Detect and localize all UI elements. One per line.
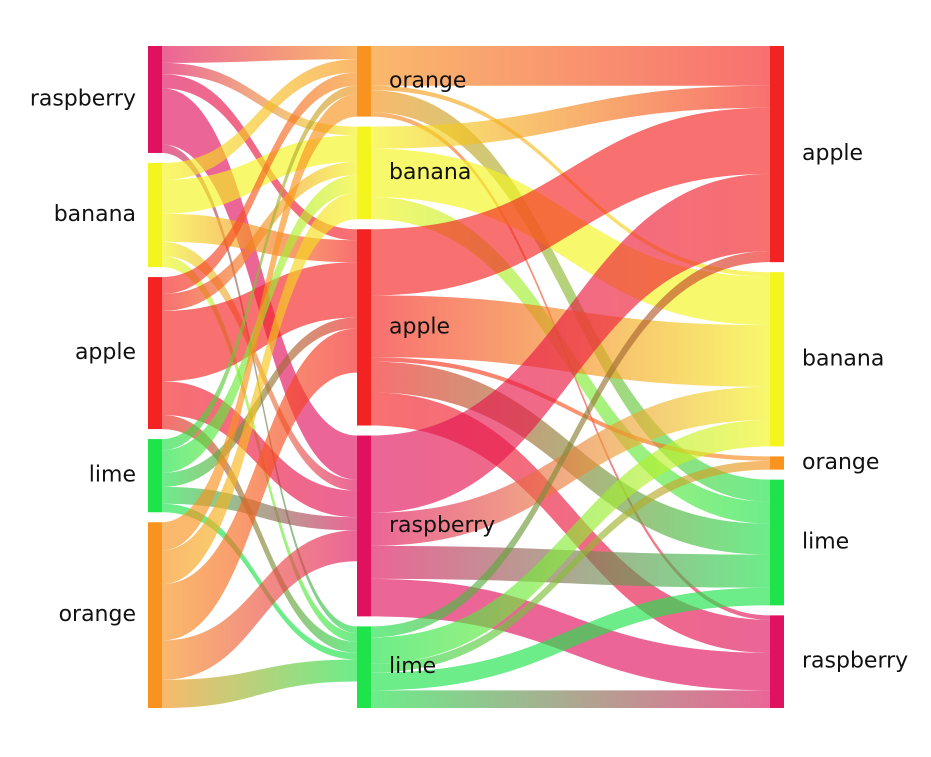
- flow-apple-to-banana: [162, 161, 357, 311]
- label-right-orange: orange: [802, 450, 879, 475]
- node-right-raspberry: [770, 615, 784, 708]
- flow-lime-to-orange: [371, 460, 770, 673]
- flow-apple-to-orange: [371, 357, 770, 461]
- label-left-lime: lime: [89, 463, 136, 488]
- flow-banana-to-orange: [162, 59, 357, 180]
- sankey-labels: raspberry banana apple lime orange orange bana…: [30, 68, 908, 679]
- node-middle-apple: [357, 229, 371, 426]
- flow-raspberry-to-banana: [371, 386, 770, 546]
- flow-lime-to-apple: [162, 317, 357, 487]
- flow-apple-to-raspberry: [162, 381, 357, 518]
- flow-apple-to-apple: [371, 107, 770, 296]
- flow-orange-to-lime: [162, 659, 357, 708]
- flow-raspberry-to-banana: [162, 62, 357, 136]
- flow-lime-to-lime: [162, 503, 357, 660]
- flow-banana-to-raspberry: [162, 241, 357, 491]
- node-right-banana: [770, 272, 784, 447]
- node-middle-raspberry: [357, 435, 371, 617]
- flow-raspberry-to-raspberry: [162, 88, 357, 480]
- node-middle-lime: [357, 626, 371, 708]
- flow-orange-to-apple: [371, 46, 770, 86]
- flow-lime-to-raspberry: [371, 690, 770, 708]
- label-right-apple: apple: [802, 141, 863, 166]
- flow-raspberry-to-apple: [371, 173, 770, 513]
- node-right-lime: [770, 479, 784, 606]
- flow-banana-to-banana: [371, 148, 770, 326]
- flow-raspberry-to-orange: [162, 46, 357, 63]
- flow-lime-to-orange: [162, 85, 357, 451]
- sankey-nodes: [148, 46, 784, 708]
- node-middle-banana: [357, 126, 371, 220]
- label-left-raspberry: raspberry: [30, 86, 136, 111]
- flow-raspberry-to-apple: [162, 74, 357, 241]
- flow-orange-to-banana: [162, 192, 357, 585]
- label-middle-raspberry: raspberry: [389, 513, 495, 538]
- flow-lime-to-apple: [371, 251, 770, 638]
- flow-banana-to-apple: [371, 85, 770, 149]
- label-middle-lime: lime: [389, 654, 436, 679]
- label-right-raspberry: raspberry: [802, 649, 908, 674]
- flow-orange-to-lime: [371, 90, 770, 502]
- flow-apple-to-lime: [162, 414, 357, 653]
- flow-apple-to-orange: [162, 72, 357, 294]
- node-middle-orange: [357, 46, 371, 117]
- label-middle-banana: banana: [389, 160, 471, 185]
- node-left-raspberry: [148, 46, 162, 153]
- label-right-banana: banana: [802, 346, 884, 371]
- node-right-orange: [770, 456, 784, 470]
- label-middle-orange: orange: [389, 68, 466, 93]
- label-left-apple: apple: [75, 340, 136, 365]
- label-middle-apple: apple: [389, 314, 450, 339]
- node-left-orange: [148, 522, 162, 708]
- node-left-banana: [148, 162, 162, 268]
- node-left-apple: [148, 277, 162, 430]
- flow-lime-to-banana: [371, 419, 770, 664]
- label-left-banana: banana: [54, 202, 136, 227]
- flow-orange-to-raspberry: [162, 530, 357, 680]
- node-left-lime: [148, 439, 162, 513]
- flow-orange-to-orange: [162, 94, 357, 551]
- label-right-lime: lime: [802, 530, 849, 555]
- flow-apple-to-raspberry: [371, 392, 770, 653]
- node-right-apple: [770, 46, 784, 263]
- flow-lime-to-lime: [371, 587, 770, 691]
- flow-orange-to-apple: [162, 328, 357, 641]
- label-left-orange: orange: [59, 602, 136, 627]
- sankey-links: [162, 46, 770, 708]
